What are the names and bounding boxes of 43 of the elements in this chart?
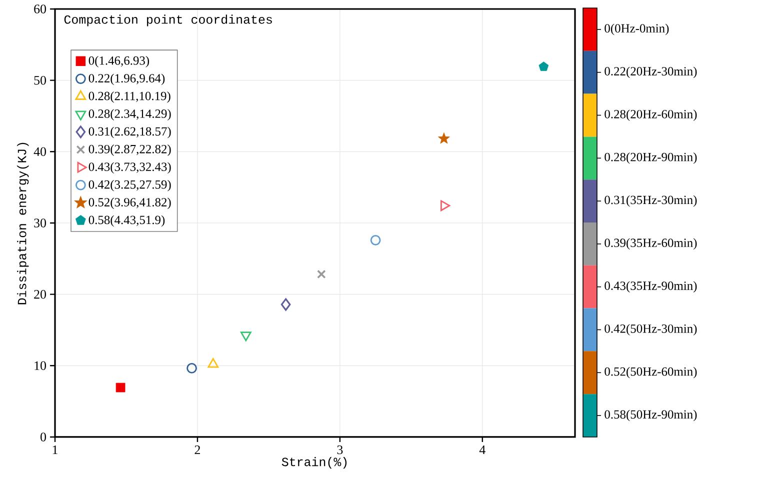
category-label: 0.39(35Hz-60min) — [604, 238, 697, 250]
y-tick-label: 50 — [34, 76, 46, 85]
category-label: 0.28(20Hz-60min) — [604, 110, 697, 121]
x-axis-title: Strain(%) — [282, 457, 347, 469]
y-tick-label: 30 — [34, 218, 46, 228]
y-axis-title: Dissipation energy(KJ) — [17, 142, 29, 304]
legend-label: 0.43(3.73,32.43) — [88, 162, 171, 174]
legend-label: 0.31(2.62,18.57) — [88, 126, 171, 138]
point — [538, 62, 549, 71]
x-tick-label: 2 — [194, 445, 200, 454]
category-label: 0.22(20Hz-30min) — [604, 66, 697, 78]
legend-label: 0.39(2.87,22.82) — [88, 144, 171, 156]
point — [208, 358, 219, 368]
point — [116, 382, 126, 392]
point — [240, 332, 252, 342]
y-tick-label: 10 — [34, 361, 46, 370]
legend-label: 0.28(2.11,10.19) — [88, 91, 170, 103]
legend-label: 0.28(2.34,14.29) — [88, 109, 171, 120]
category-label: 0.52(50Hz-60min) — [604, 366, 697, 378]
y-tick-label: 60 — [34, 4, 46, 14]
category-label: 0.43(35Hz-90min) — [604, 281, 697, 292]
legend-label: 0.58(4.43,51.9) — [88, 215, 165, 227]
y-tick-label: 20 — [34, 290, 46, 299]
y-tick-label: 40 — [34, 147, 46, 156]
legend-label: 0(1.46,6.93) — [88, 56, 150, 68]
point — [370, 234, 381, 246]
legend-label: 0.22(1.96,9.64) — [88, 74, 165, 86]
x-tick-label: 3 — [337, 445, 343, 454]
x-tick-label: 4 — [479, 445, 486, 454]
point — [316, 270, 326, 279]
legend-label: 0.42(3.25,27.59) — [88, 180, 171, 192]
category-label: 0.42(50Hz-30min) — [604, 324, 697, 336]
x-tick-label: 1 — [52, 445, 58, 454]
category-label: 0.58(50Hz-90min) — [604, 410, 697, 422]
y-tick-label: 0 — [40, 432, 46, 442]
point — [438, 132, 450, 144]
category-label: 0.28(20Hz-90min) — [604, 152, 697, 164]
legend-label: 0.52(3.96,41.82) — [88, 198, 171, 209]
category-label: 0(0Hz-0min) — [604, 24, 669, 36]
category-label: 0.31(35Hz-30min) — [604, 195, 697, 207]
legend-title: Compaction point coordinates — [64, 14, 272, 26]
point — [280, 298, 291, 311]
point — [186, 363, 197, 374]
